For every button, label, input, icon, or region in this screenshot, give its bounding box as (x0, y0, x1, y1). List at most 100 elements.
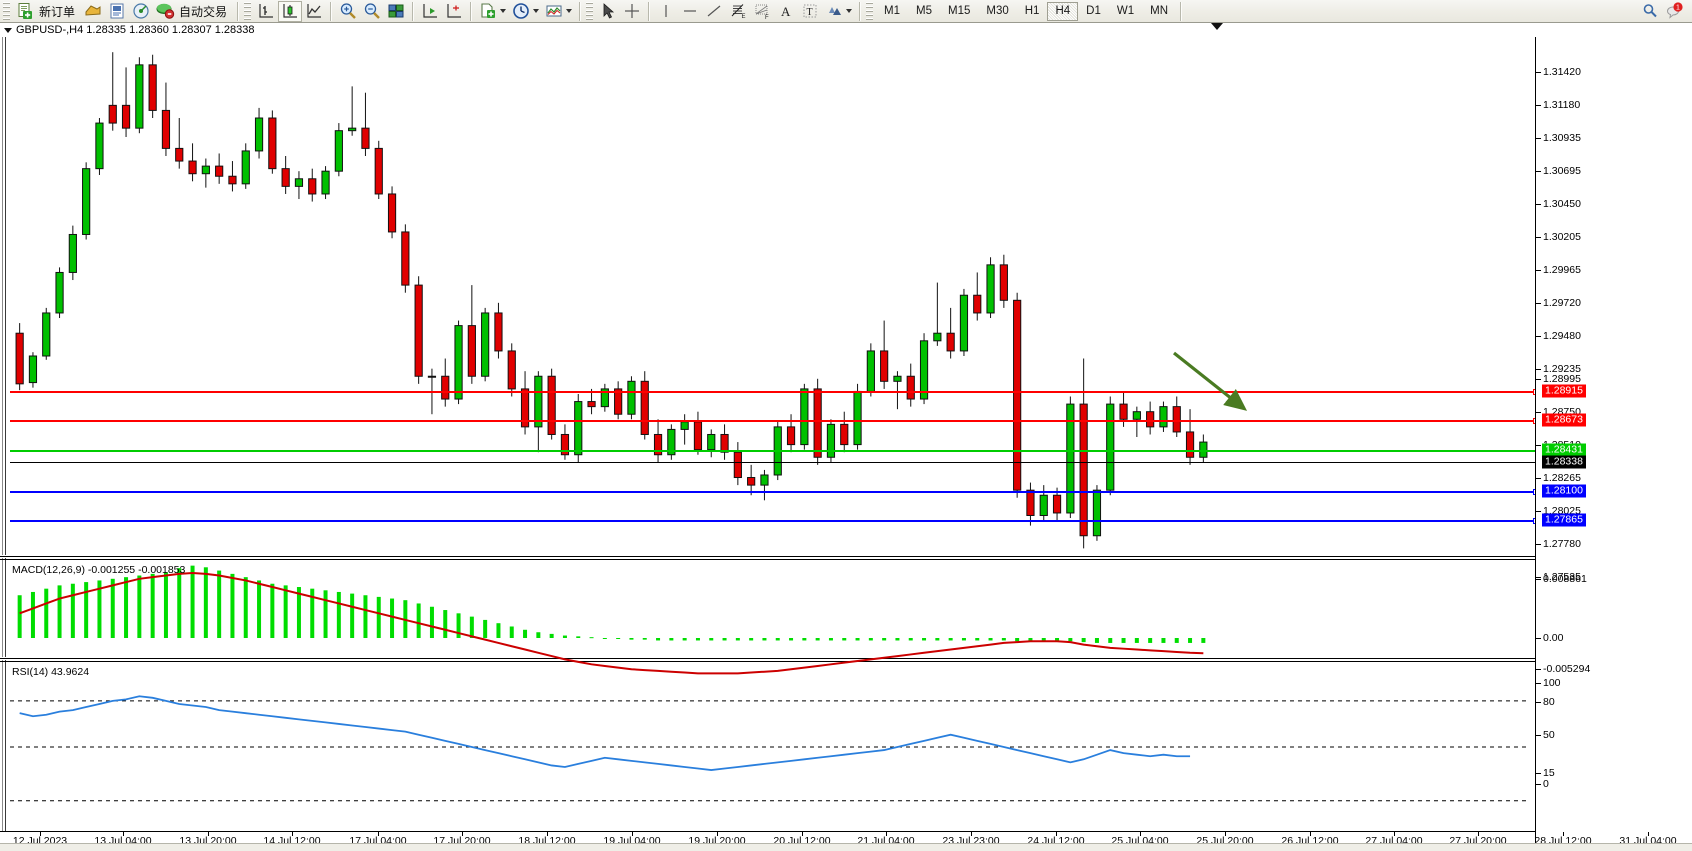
timeframe-h1[interactable]: H1 (1024, 5, 1040, 17)
toolbar-grip[interactable] (3, 2, 10, 20)
chart-canvas[interactable]: GBPUSD-,H4 1.28335 1.28360 1.28307 1.283… (0, 23, 1692, 851)
candle-body[interactable] (1106, 403, 1115, 491)
indicator-list-button[interactable] (81, 1, 105, 22)
candle-body[interactable] (640, 380, 649, 435)
crosshair-button[interactable] (620, 1, 644, 22)
candle-body[interactable] (614, 388, 623, 415)
candle-body[interactable] (1119, 403, 1128, 420)
candle-body[interactable] (374, 147, 383, 195)
timeframe-mn[interactable]: MN (1150, 5, 1168, 17)
candle-body[interactable] (507, 350, 516, 390)
text-label-button[interactable]: A (774, 1, 798, 22)
trendline-button[interactable] (702, 1, 726, 22)
indicators-button[interactable] (542, 1, 575, 22)
timeframe-m15[interactable]: M15 (948, 5, 971, 17)
timeframe-d1[interactable]: D1 (1086, 5, 1101, 17)
macd-plot[interactable] (10, 562, 1535, 675)
candle-body[interactable] (82, 168, 91, 235)
candle-body[interactable] (308, 178, 317, 195)
candle-body[interactable] (986, 264, 995, 314)
candle-body[interactable] (441, 375, 450, 400)
bar-chart-button[interactable] (254, 1, 278, 22)
candle-body[interactable] (534, 375, 543, 428)
candle-body[interactable] (760, 474, 769, 486)
tile-windows-button[interactable] (384, 1, 408, 22)
timeframe-grip[interactable] (866, 2, 874, 20)
candle-body[interactable] (481, 312, 490, 377)
candle-body[interactable] (587, 401, 596, 408)
candle-body[interactable] (547, 375, 556, 435)
candle-body[interactable] (1052, 494, 1062, 514)
candle-body[interactable] (520, 388, 530, 428)
candle-body[interactable] (334, 130, 343, 172)
expert-advisors-button[interactable] (105, 1, 129, 22)
candle-body[interactable] (627, 380, 636, 415)
candle-body[interactable] (68, 233, 77, 273)
candle-body[interactable] (733, 451, 742, 479)
candle-body[interactable] (361, 127, 370, 149)
price-level-tag-1-28338[interactable]: 1.28338 (1542, 455, 1586, 469)
candle-body[interactable] (826, 423, 836, 458)
candle-body[interactable] (946, 332, 955, 352)
auto-scroll-button[interactable] (442, 1, 466, 22)
signals-button[interactable] (129, 1, 153, 22)
candle-body[interactable] (919, 340, 929, 400)
pane-collapse-icon[interactable] (1211, 23, 1223, 30)
candle-body[interactable] (999, 264, 1008, 301)
candle-body[interactable] (108, 104, 117, 124)
candle-body[interactable] (800, 388, 809, 446)
candle-body[interactable] (1079, 403, 1088, 537)
candle-body[interactable] (427, 375, 437, 378)
candle-body[interactable] (600, 388, 609, 408)
candle-body[interactable] (467, 325, 476, 377)
fibonacci-button[interactable]: E (726, 1, 750, 22)
candle-body[interactable] (1185, 431, 1195, 458)
candle-body[interactable] (281, 168, 290, 187)
candle-body[interactable] (1092, 489, 1102, 537)
candle-body[interactable] (1039, 494, 1048, 516)
candle-body[interactable] (175, 147, 184, 162)
candlestick-chart-button[interactable] (278, 0, 303, 22)
candle-body[interactable] (348, 127, 357, 132)
cursor-button[interactable] (596, 1, 620, 22)
candle-body[interactable] (1026, 489, 1035, 516)
text-box-button[interactable]: T (798, 1, 822, 22)
horizontal-line-button[interactable] (678, 1, 702, 22)
timeframe-m5[interactable]: M5 (916, 5, 932, 17)
zoom-in-button[interactable] (336, 1, 360, 22)
candle-body[interactable] (414, 284, 423, 377)
candle-body[interactable] (973, 294, 982, 314)
price-level-tag-1-28673[interactable]: 1.28673 (1542, 413, 1586, 427)
candle-body[interactable] (228, 175, 237, 185)
new-template-button[interactable] (476, 1, 509, 22)
collapse-triangle-icon[interactable] (4, 27, 12, 33)
candle-body[interactable] (1159, 406, 1168, 428)
timeframe-m30[interactable]: M30 (986, 5, 1009, 17)
price-line-1-28431[interactable] (10, 450, 1535, 452)
candle-body[interactable] (494, 312, 503, 352)
price-level-tag-1-27865[interactable]: 1.27865 (1542, 513, 1586, 527)
candle-body[interactable] (201, 165, 210, 175)
rsi-plot[interactable] (10, 664, 1535, 830)
period-separator-button[interactable] (509, 1, 542, 22)
candle-body[interactable] (401, 231, 410, 286)
timeframe-w1[interactable]: W1 (1116, 5, 1135, 17)
candle-body[interactable] (1146, 411, 1155, 428)
candle-body[interactable] (1132, 411, 1141, 420)
candle-body[interactable] (254, 117, 264, 152)
chevron-down-icon[interactable] (500, 9, 507, 13)
line-chart-button[interactable] (302, 1, 326, 22)
trend-arrow-annotation[interactable] (0, 37, 1535, 556)
timeframe-h4[interactable]: H4 (1047, 1, 1079, 21)
candle-body[interactable] (454, 325, 463, 400)
candle-body[interactable] (880, 350, 889, 382)
candle-body[interactable] (121, 104, 131, 129)
candle-body[interactable] (720, 433, 729, 453)
price-level-tag-1-28431[interactable]: 1.28431 (1542, 443, 1586, 457)
fibonacci-fan-button[interactable]: F (750, 1, 774, 22)
candle-body[interactable] (560, 433, 570, 456)
candle-body[interactable] (387, 193, 397, 233)
candle-body[interactable] (28, 355, 38, 384)
search-button[interactable] (1638, 1, 1662, 22)
candle-body[interactable] (1172, 406, 1181, 433)
